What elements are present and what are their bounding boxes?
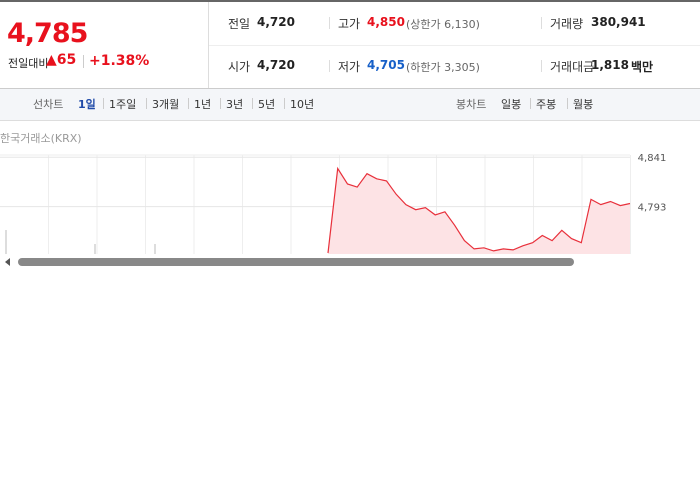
- stat-value: 4,850: [367, 15, 405, 29]
- divider: [541, 17, 542, 29]
- stat-label: 거래량: [550, 17, 584, 31]
- price-area: [328, 168, 630, 254]
- price-line: [327, 166, 631, 254]
- source: 한국거래소(KRX): [0, 132, 82, 145]
- tab-sep[interactable]: [284, 98, 285, 109]
- tab-line[interactable]: 10년: [290, 98, 315, 111]
- tab-sep[interactable]: [146, 98, 147, 109]
- top-border: [0, 0, 700, 2]
- tab-line[interactable]: 5년: [258, 98, 276, 111]
- scrollbar[interactable]: [18, 258, 574, 266]
- divider: [541, 60, 542, 72]
- stat-label: 고가: [338, 17, 361, 31]
- volume-ticks: [5, 230, 156, 254]
- stat-unit: 백만: [631, 60, 654, 74]
- chart: 4,841 4,793: [0, 153, 667, 266]
- tab-line[interactable]: 3년: [226, 98, 244, 111]
- stat-value: 380,941: [591, 15, 646, 29]
- price: 4,785: [7, 18, 88, 49]
- change-label: 전일대비: [8, 57, 49, 70]
- tab-candle[interactable]: 일봉: [501, 98, 522, 111]
- stat-value: 4,705: [367, 58, 405, 72]
- stat-note: (상한가 6,130): [406, 18, 480, 31]
- tab-candle[interactable]: 주봉: [536, 98, 557, 111]
- tab-label[interactable]: 봉차트: [456, 98, 487, 111]
- divider: [208, 2, 209, 88]
- tab-sep[interactable]: [252, 98, 253, 109]
- plot: [0, 154, 631, 254]
- scroll-left[interactable]: [5, 258, 10, 266]
- divider: [329, 17, 330, 29]
- stat-value: 1,818: [591, 58, 629, 72]
- y-tick-label: 4,793: [638, 203, 667, 214]
- tab-sep[interactable]: [188, 98, 189, 109]
- stat-label: 전일: [228, 17, 251, 31]
- tab-line[interactable]: 1주일: [109, 98, 137, 111]
- divider: [209, 45, 700, 46]
- tab-line[interactable]: 1일: [78, 98, 96, 111]
- change-value: 65: [56, 52, 77, 68]
- tab-line[interactable]: 1년: [194, 98, 212, 111]
- tab-sep[interactable]: [220, 98, 221, 109]
- stat-value: 4,720: [257, 58, 295, 72]
- stat-label: 거래대금: [550, 60, 595, 74]
- stat-label: 시가: [228, 60, 251, 74]
- change-rate: +1.38%: [89, 53, 150, 69]
- tab-sep[interactable]: [103, 98, 104, 109]
- tab-sep[interactable]: [530, 98, 531, 109]
- stat-value: 4,720: [257, 15, 295, 29]
- divider: [329, 60, 330, 72]
- divider: [83, 55, 84, 68]
- y-tick-label: 4,841: [638, 153, 667, 164]
- tab-bar: [0, 88, 700, 121]
- change: ▲65: [46, 52, 77, 68]
- stat-note: (하한가 3,305): [406, 61, 480, 74]
- stat-label: 저가: [338, 60, 361, 74]
- tab-label[interactable]: 선차트: [33, 98, 64, 111]
- tab-sep[interactable]: [567, 98, 568, 109]
- tab-candle[interactable]: 월봉: [573, 98, 594, 111]
- tab-line[interactable]: 3개월: [152, 98, 180, 111]
